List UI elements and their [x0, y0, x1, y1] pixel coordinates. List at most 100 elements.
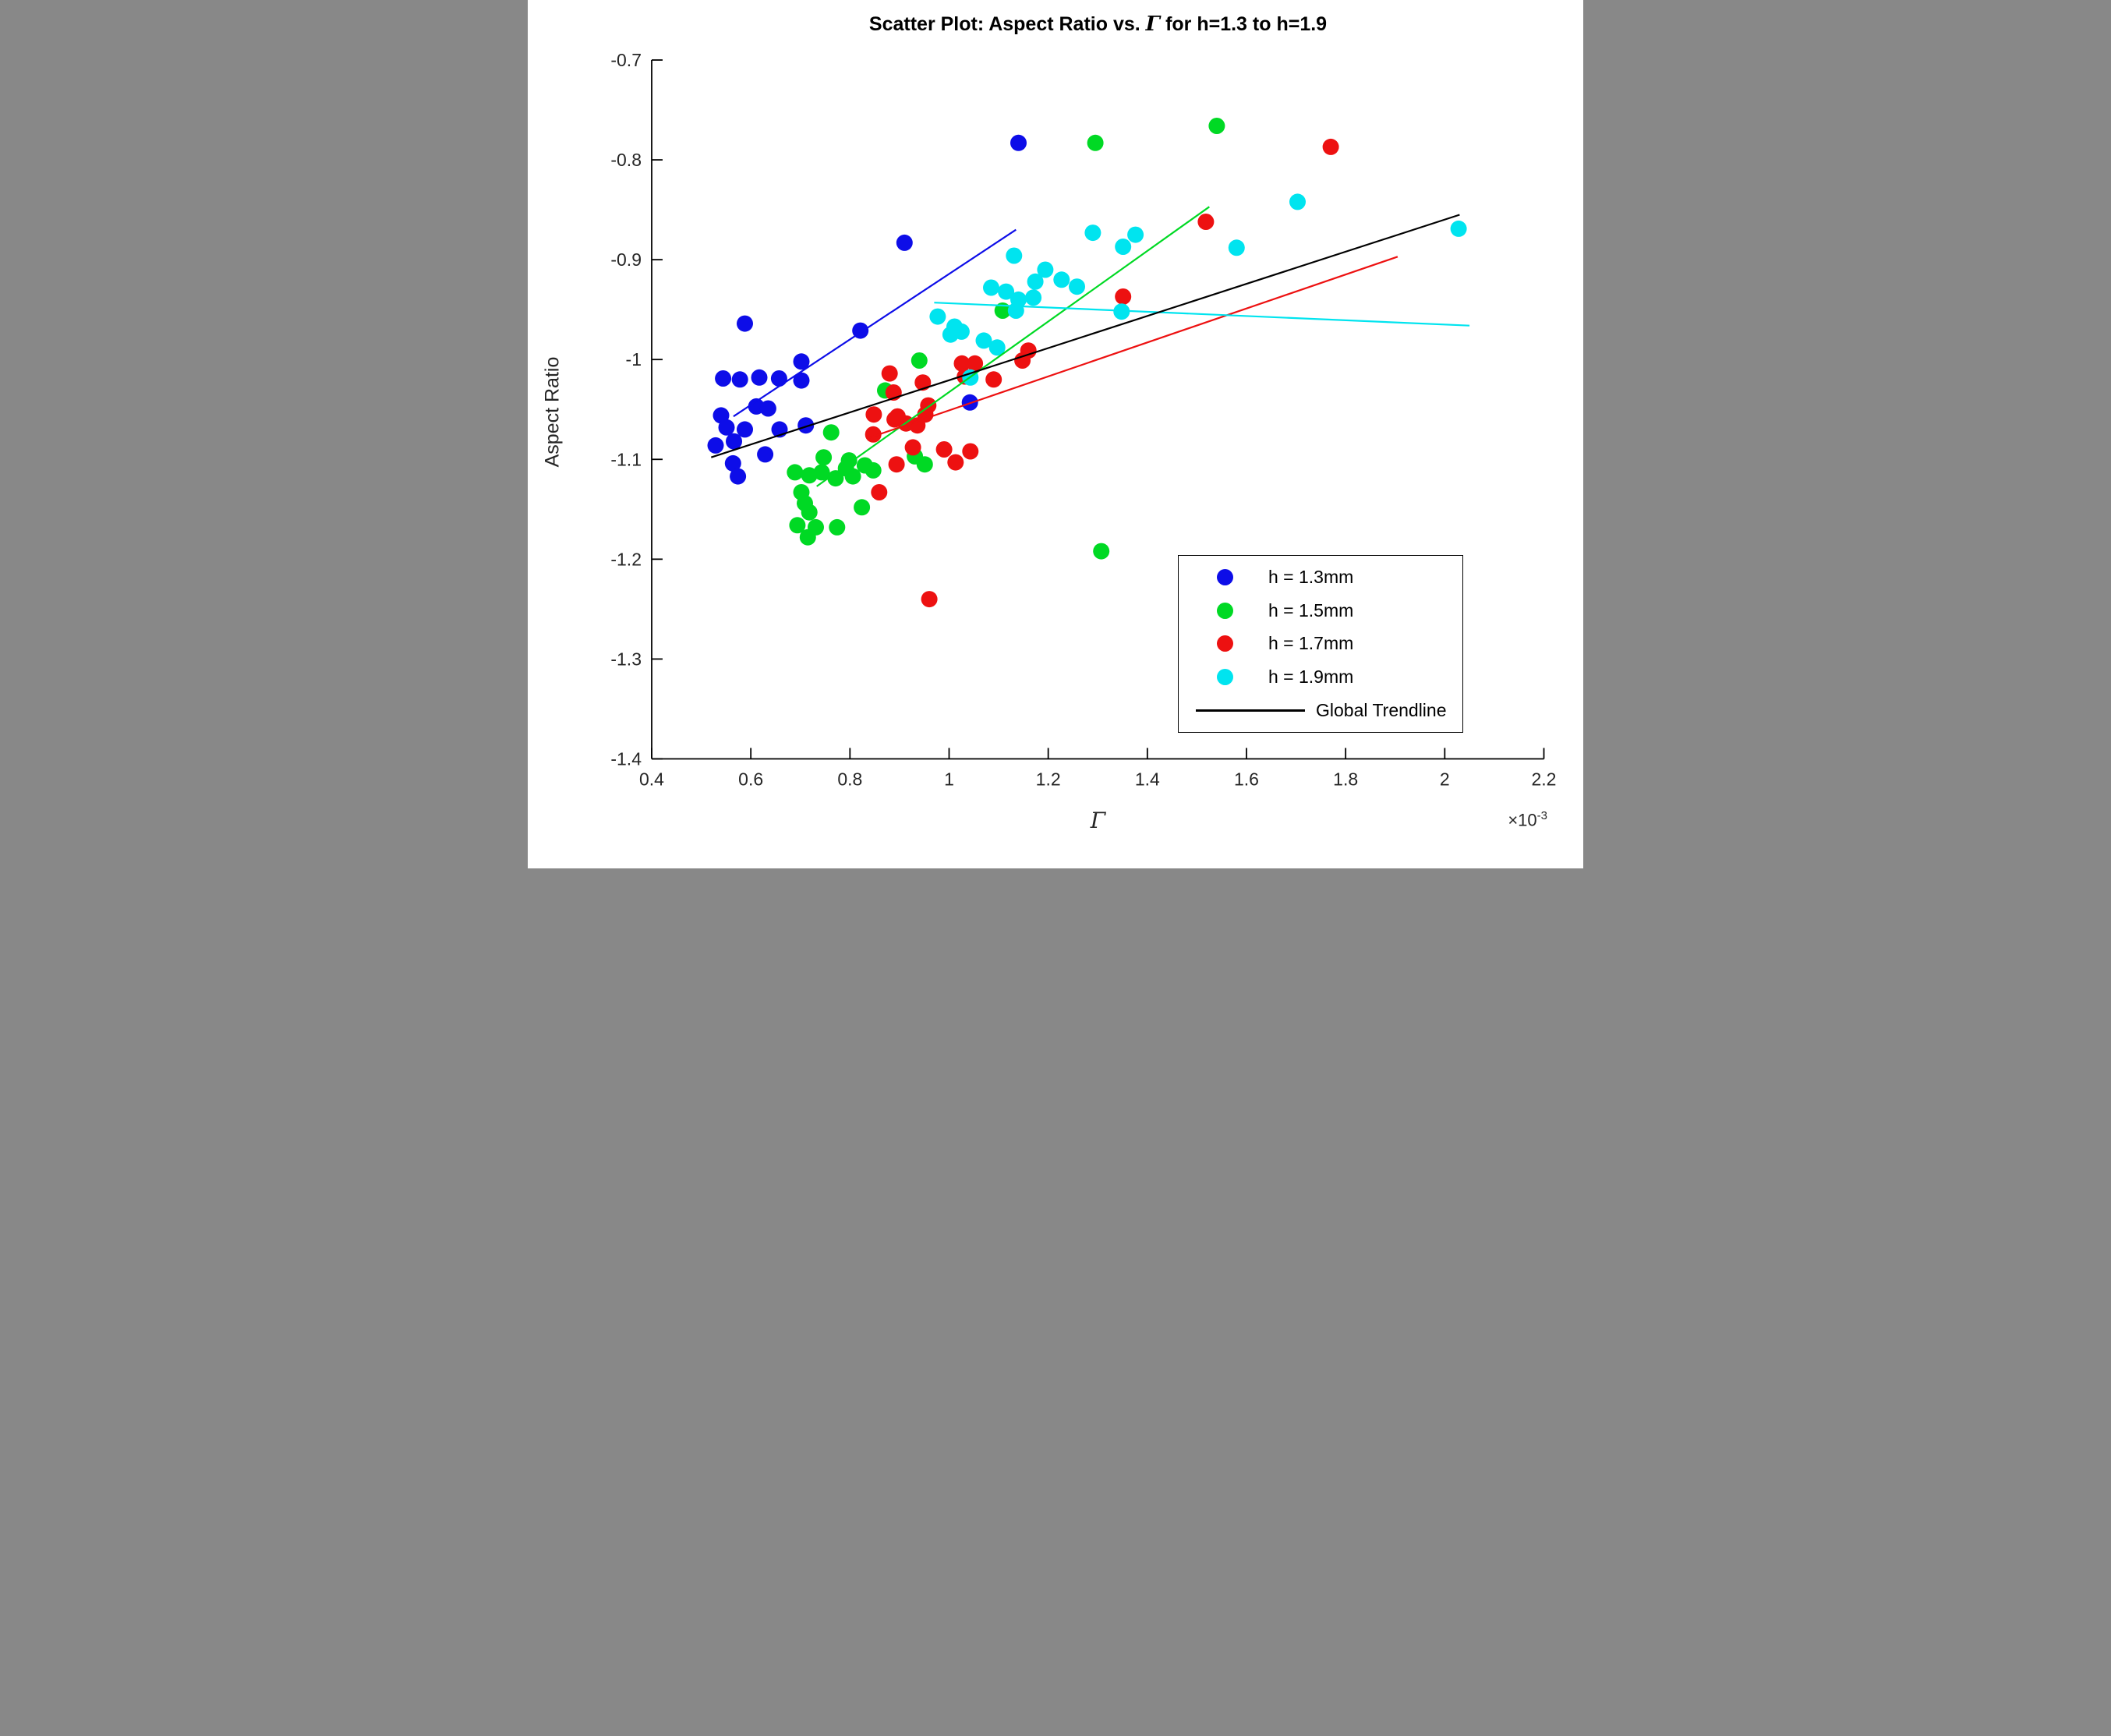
scatter-point-h=1.9mm	[1027, 273, 1044, 290]
scatter-point-h=1.9mm	[942, 326, 959, 343]
x-tick-label: 2.2	[1532, 769, 1557, 790]
legend-label: h = 1.9mm	[1268, 666, 1354, 688]
plot-area: 0.4 0.6 0.8 1 1.2 1.4 1.6 1.8 2 2.2 -0.7 -0.8 -0.9 -1…	[610, 50, 1557, 790]
scatter-point-h=1.5mm	[815, 449, 833, 466]
x-axis-multiplier-exponent: -3	[1536, 809, 1547, 822]
scatter-point-h=1.9mm	[988, 339, 1006, 356]
trendline-h=1.9-fit	[934, 302, 1470, 327]
scatter-point-h=1.7mm	[889, 408, 906, 425]
legend-marker-trendline	[1196, 709, 1305, 712]
scatter-point-h=1.5mm	[1093, 543, 1110, 560]
scatter-point-h=1.9mm	[1053, 271, 1070, 288]
scatter-point-h=1.3mm	[726, 433, 742, 450]
scatter-point-h=1.3mm	[715, 370, 732, 387]
scatter-point-h=1.3mm	[793, 353, 810, 370]
scatter-point-h=1.9mm	[1025, 289, 1042, 306]
scatter-point-h=1.9mm	[1037, 261, 1054, 278]
chart-title-post: for h=1.3 to h=1.9	[1160, 13, 1328, 35]
x-tick-label: 0.4	[639, 769, 664, 790]
trendline-h=1.3-fit	[733, 228, 1017, 418]
scatter-point-h=1.5mm	[801, 467, 818, 484]
scatter-point-h=1.7mm	[947, 454, 964, 471]
scatter-point-h=1.7mm	[909, 417, 926, 434]
scatter-point-h=1.5mm	[1087, 134, 1104, 151]
x-axis-multiplier-base: ×10	[1508, 810, 1537, 830]
legend-box: h = 1.3mm h = 1.5mm h = 1.7mm h = 1.9mm …	[1178, 555, 1463, 733]
scatter-point-h=1.5mm	[911, 352, 928, 369]
legend-label: h = 1.7mm	[1268, 633, 1354, 654]
legend-entry-h1.9: h = 1.9mm	[1179, 662, 1462, 693]
legend-marker-dot-blue	[1217, 568, 1233, 585]
scatter-point-h=1.3mm	[793, 372, 810, 389]
y-tick-label: -0.8	[610, 150, 642, 170]
scatter-point-h=1.7mm	[1014, 352, 1031, 369]
scatter-point-h=1.3mm	[737, 315, 753, 332]
scatter-point-h=1.5mm	[799, 529, 816, 546]
scatter-point-h=1.5mm	[827, 470, 844, 487]
legend-entry-h1.3: h = 1.3mm	[1179, 561, 1462, 592]
x-tick-label: 1.4	[1135, 769, 1160, 790]
scatter-point-h=1.7mm	[904, 439, 921, 456]
legend-marker-dot-cyan	[1217, 669, 1233, 686]
x-axis-label: Γ	[1090, 808, 1106, 833]
scatter-point-h=1.5mm	[854, 499, 871, 516]
trendline-Global-Trendline	[710, 214, 1460, 458]
scatter-point-h=1.5mm	[787, 464, 804, 481]
scatter-point-h=1.7mm	[1322, 138, 1339, 155]
scatter-point-h=1.5mm	[801, 504, 818, 521]
x-tick-label: 0.6	[738, 769, 763, 790]
x-axis-multiplier: ×10-3	[1508, 809, 1547, 830]
trendline-h=1.5-fit	[816, 206, 1210, 487]
scatter-point-h=1.5mm	[813, 464, 830, 481]
x-tick-label: 1	[944, 769, 954, 790]
scatter-point-h=1.9mm	[929, 308, 946, 325]
scatter-point-h=1.9mm	[1084, 225, 1101, 242]
legend-label: h = 1.3mm	[1268, 566, 1354, 587]
scatter-point-h=1.7mm	[985, 371, 1002, 388]
scatter-point-h=1.9mm	[1007, 302, 1024, 319]
scatter-point-h=1.9mm	[998, 283, 1015, 300]
scatter-point-h=1.7mm	[1115, 288, 1132, 305]
scatter-point-h=1.3mm	[737, 421, 753, 438]
scatter-point-h=1.3mm	[730, 468, 747, 485]
scatter-point-h=1.3mm	[759, 400, 776, 417]
scatter-point-h=1.7mm	[953, 355, 971, 372]
scatter-point-h=1.3mm	[770, 370, 787, 387]
legend-label: Global Trendline	[1316, 700, 1447, 721]
x-tick-label: 2	[1440, 769, 1450, 790]
scatter-point-h=1.5mm	[916, 456, 933, 473]
scatter-point-h=1.3mm	[751, 369, 768, 386]
y-tick-label: -1	[626, 349, 642, 369]
scatter-point-h=1.7mm	[865, 406, 882, 423]
scatter-point-h=1.3mm	[1010, 134, 1027, 151]
y-tick-label: -1.2	[610, 549, 642, 569]
scatter-point-h=1.9mm	[1069, 278, 1085, 295]
trendline-h=1.7-fit	[867, 256, 1398, 440]
legend-entry-h1.7: h = 1.7mm	[1179, 628, 1462, 659]
scatter-point-h=1.7mm	[888, 456, 905, 473]
y-tick-label: -1.1	[610, 449, 642, 469]
scatter-point-h=1.5mm	[1208, 118, 1225, 134]
x-tick-label: 1.2	[1036, 769, 1061, 790]
figure-window: Scatter Plot: Aspect Ratio vs. Γ for h=1…	[528, 0, 1583, 868]
chart-title-gamma-symbol: Γ	[1145, 12, 1161, 36]
y-tick-label: -0.7	[610, 50, 642, 70]
scatter-point-h=1.5mm	[844, 468, 861, 485]
scatter-point-h=1.5mm	[865, 461, 882, 479]
x-tick-label: 1.8	[1333, 769, 1358, 790]
scatter-point-h=1.9mm	[983, 279, 999, 296]
scatter-point-h=1.7mm	[935, 441, 953, 458]
y-tick-label: -0.9	[610, 249, 642, 270]
scatter-point-h=1.5mm	[829, 518, 846, 536]
x-tick-label: 0.8	[837, 769, 862, 790]
scatter-point-h=1.3mm	[718, 419, 735, 436]
x-tick-label: 1.6	[1234, 769, 1259, 790]
scatter-point-h=1.9mm	[1113, 303, 1130, 320]
scatter-point-h=1.9mm	[1006, 247, 1023, 264]
y-tick-label: -1.3	[610, 649, 642, 669]
scatter-point-h=1.7mm	[871, 484, 888, 500]
scatter-point-h=1.9mm	[1127, 226, 1144, 243]
legend-label: h = 1.5mm	[1268, 599, 1354, 621]
scatter-point-h=1.3mm	[724, 454, 741, 472]
scatter-point-h=1.9mm	[1450, 220, 1467, 237]
